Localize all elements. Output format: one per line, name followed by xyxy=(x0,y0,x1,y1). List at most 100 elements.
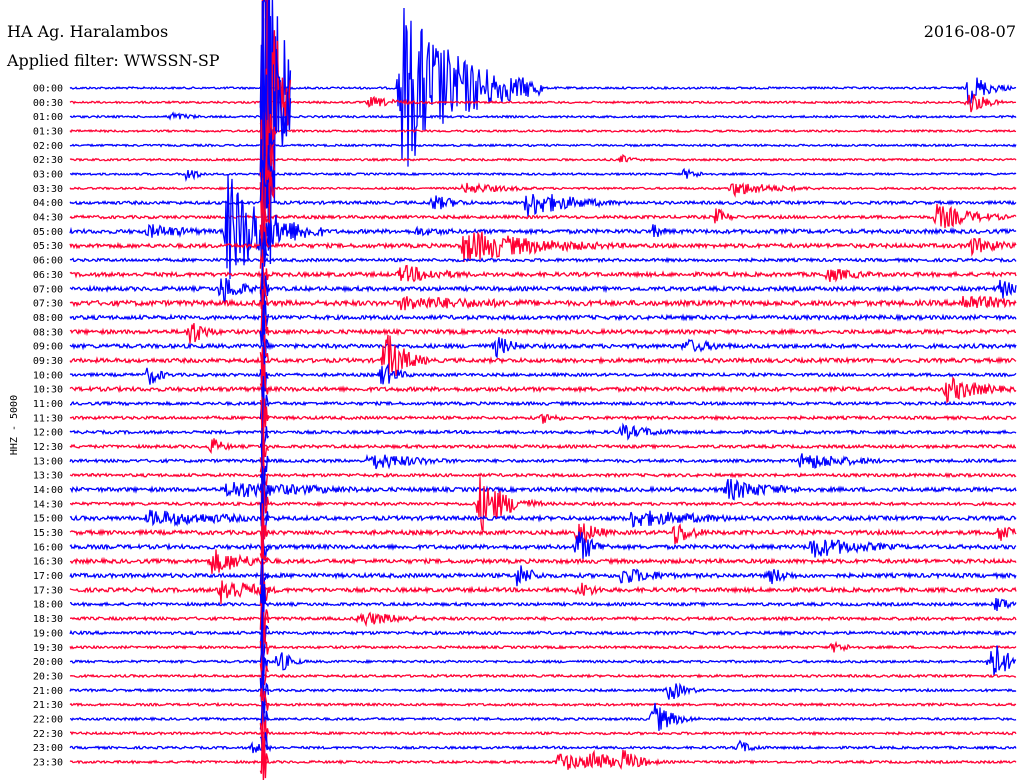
time-tick-label: 16:00 xyxy=(33,542,63,553)
big-quake-burst xyxy=(259,0,292,256)
trace-row xyxy=(69,531,1017,560)
time-tick-label: 12:30 xyxy=(33,442,63,453)
trace-row xyxy=(69,7,1017,167)
big-quake-burst xyxy=(259,729,270,780)
time-tick-label: 04:30 xyxy=(33,213,63,224)
time-tick-label: 07:00 xyxy=(33,284,63,295)
time-tick-label: 20:30 xyxy=(33,671,63,682)
trace-row xyxy=(69,565,1017,587)
time-tick-label: 03:30 xyxy=(33,184,63,195)
date-label: 2016-08-07 xyxy=(923,22,1016,41)
trace-row xyxy=(69,477,1017,531)
station-title: HA Ag. Haralambos xyxy=(7,22,169,41)
trace-row xyxy=(69,739,1017,754)
trace-row xyxy=(69,94,1017,113)
time-tick-label: 05:00 xyxy=(33,227,63,238)
big-quake-burst xyxy=(259,628,270,693)
time-tick-label: 07:30 xyxy=(33,299,63,310)
time-tick-label: 21:00 xyxy=(33,686,63,697)
time-tick-label: 23:00 xyxy=(33,743,63,754)
time-tick-label: 00:00 xyxy=(33,84,63,95)
trace-row xyxy=(69,376,1017,404)
trace-row xyxy=(69,295,1017,311)
trace-row xyxy=(69,153,1017,163)
time-tick-label: 02:00 xyxy=(33,141,63,152)
big-quake-burst xyxy=(259,159,270,204)
y-axis-label: HHZ - 5000 xyxy=(9,395,20,455)
time-tick-label: 08:00 xyxy=(33,313,63,324)
seismic-traces xyxy=(69,0,1017,780)
time-tick-label: 10:30 xyxy=(33,385,63,396)
trace-row xyxy=(69,413,1017,424)
trace-row xyxy=(69,509,1017,528)
time-tick-label: 14:00 xyxy=(33,485,63,496)
time-tick-label: 22:00 xyxy=(33,714,63,725)
time-tick-label: 19:30 xyxy=(33,643,63,654)
trace-row xyxy=(69,182,1017,198)
trace-row xyxy=(69,128,1017,134)
time-tick-label: 12:00 xyxy=(33,428,63,439)
trace-row xyxy=(69,174,1017,280)
trace-row xyxy=(69,645,1017,676)
trace-row xyxy=(69,453,1017,470)
trace-row xyxy=(69,337,1017,359)
big-quake-burst xyxy=(259,347,270,403)
trace-row xyxy=(69,277,1017,303)
time-tick-label: 00:30 xyxy=(33,98,63,109)
trace-row xyxy=(69,256,1017,264)
trace-row xyxy=(69,322,1016,344)
trace-row xyxy=(69,471,1017,479)
trace-row xyxy=(69,167,1017,182)
big-quake-burst xyxy=(259,304,270,359)
trace-row xyxy=(69,597,1017,611)
time-tick-label: 11:00 xyxy=(33,399,63,410)
time-tick-label: 17:00 xyxy=(33,571,63,582)
trace-row xyxy=(69,701,1017,708)
trace-row xyxy=(69,334,1017,377)
trace-row xyxy=(69,730,1017,737)
time-tick-label: 22:30 xyxy=(33,729,63,740)
trace-row xyxy=(69,143,1017,148)
time-tick-label: 09:30 xyxy=(33,356,63,367)
trace-row xyxy=(69,682,1017,700)
big-quake-burst xyxy=(259,629,269,689)
time-tick-label: 21:30 xyxy=(33,700,63,711)
filter-label: Applied filter: WWSSN-SP xyxy=(7,51,220,70)
trace-row xyxy=(69,749,1017,770)
time-tick-label: 14:30 xyxy=(33,499,63,510)
time-tick-label: 10:00 xyxy=(33,370,63,381)
big-quake-burst xyxy=(259,503,269,562)
time-tick-label: 05:30 xyxy=(33,241,63,252)
trace-row xyxy=(69,313,1017,322)
trace-row xyxy=(69,523,1017,547)
time-tick-label: 16:30 xyxy=(33,557,63,568)
time-tick-label: 08:30 xyxy=(33,327,63,338)
time-tick-label: 18:30 xyxy=(33,614,63,625)
time-tick-label: 20:00 xyxy=(33,657,63,668)
time-tick-label: 19:00 xyxy=(33,628,63,639)
trace-row xyxy=(69,193,1017,217)
trace-row xyxy=(69,673,1017,679)
time-tick-label: 13:00 xyxy=(33,456,63,467)
trace-row xyxy=(69,640,1017,653)
time-tick-label: 17:30 xyxy=(33,585,63,596)
time-tick-label: 06:00 xyxy=(33,256,63,267)
trace-row xyxy=(69,111,1017,121)
trace-row xyxy=(69,438,1017,455)
trace-row xyxy=(69,230,1017,263)
trace-row xyxy=(69,479,1017,501)
time-tick-label: 03:00 xyxy=(33,170,63,181)
trace-row xyxy=(69,422,1017,441)
big-quake-burst xyxy=(259,558,270,632)
time-tick-label: 09:00 xyxy=(33,342,63,353)
trace-row xyxy=(69,580,1017,605)
trace-row xyxy=(69,362,1017,385)
time-tick-label: 01:30 xyxy=(33,127,63,138)
time-tick-label: 06:30 xyxy=(33,270,63,281)
time-tick-label: 23:30 xyxy=(33,757,63,768)
trace-row xyxy=(69,629,1017,637)
time-tick-labels: 00:00 00:30 01:00 01:30 02:00 02:30 03:00 03:30… xyxy=(33,84,63,769)
big-quake-burst xyxy=(259,105,276,261)
time-tick-label: 02:30 xyxy=(33,155,63,166)
